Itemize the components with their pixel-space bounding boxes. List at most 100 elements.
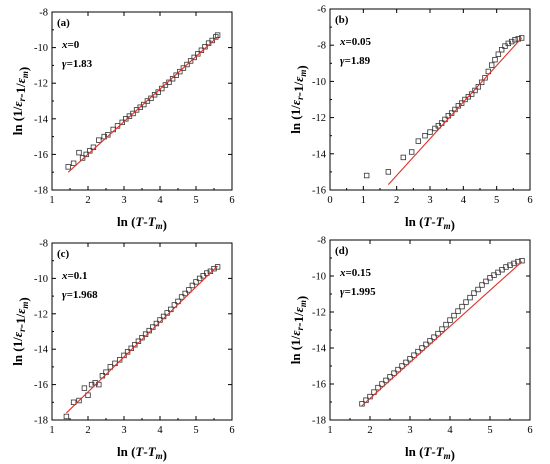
data-point	[505, 40, 512, 47]
y-tick-label: -8	[317, 41, 326, 52]
data-point	[65, 164, 71, 170]
x-tick-label: 1	[49, 425, 54, 436]
y-tick-label: -16	[312, 186, 326, 197]
data-point	[487, 275, 493, 281]
data-point	[465, 94, 472, 100]
data-point	[391, 370, 397, 376]
data-point	[415, 138, 422, 144]
y-tick-label: -10	[312, 77, 326, 88]
x-tick-label: 5	[494, 195, 499, 206]
data-point	[458, 100, 465, 106]
x-tick-label: 4	[447, 425, 453, 436]
data-point	[411, 352, 417, 358]
data-point	[187, 58, 194, 64]
data-point	[443, 321, 449, 328]
data-point	[189, 282, 196, 289]
data-point	[193, 279, 199, 285]
data-point	[88, 381, 95, 388]
data-point	[70, 399, 77, 405]
data-point	[96, 381, 102, 388]
x-tick-label: 4	[157, 425, 163, 436]
data-point	[81, 385, 88, 391]
y-tick-label: -16	[34, 150, 48, 161]
x-tick-label: 4	[157, 195, 163, 206]
data-point	[198, 47, 205, 53]
data-point	[186, 287, 192, 293]
x-tick-label: 1	[49, 195, 54, 206]
x-axis-title: ln (T-Tm)	[117, 214, 167, 232]
data-point	[495, 269, 501, 276]
data-point	[182, 290, 188, 297]
data-point	[479, 282, 485, 288]
data-point	[471, 290, 477, 296]
data-point	[463, 299, 469, 305]
x-tick-label: 5	[487, 425, 492, 436]
data-point	[427, 338, 433, 344]
data-point	[503, 264, 509, 270]
gamma-label: γ=1.89	[340, 55, 371, 67]
x-tick-label: 2	[367, 425, 372, 436]
data-point	[419, 345, 425, 351]
data-point	[178, 294, 185, 300]
y-tick-label: -10	[34, 274, 48, 285]
data-point	[209, 37, 215, 44]
data-point	[79, 155, 86, 161]
data-point	[432, 125, 438, 132]
data-point	[467, 294, 473, 301]
composition-label: x=0.05	[339, 36, 372, 48]
y-tick-label: -14	[312, 344, 327, 355]
data-point	[400, 154, 407, 161]
y-axis-title: ln (1/εr-1/εm)	[288, 296, 309, 365]
data-point	[96, 137, 102, 143]
panel-tag: (d)	[335, 245, 349, 257]
x-tick-label: 6	[229, 195, 234, 206]
x-tick-label: 6	[527, 195, 532, 206]
data-point	[459, 303, 465, 310]
data-point	[451, 312, 457, 319]
y-tick-label: -10	[34, 43, 48, 54]
composition-label: x=0.1	[61, 270, 88, 282]
fit-line	[361, 261, 523, 407]
data-point	[408, 149, 415, 155]
fit-line	[66, 265, 218, 414]
panel-c: 1 2 3 4 5 6 -18 -16 -14 -12 -10 -8 (c) x=0.1 γ=1.968 ln…	[10, 239, 235, 463]
data-point	[130, 110, 136, 117]
data-point	[395, 366, 401, 373]
y-tick-label: -16	[312, 380, 326, 391]
data-point	[379, 381, 385, 387]
gamma-label: γ=1.995	[340, 286, 376, 298]
data-point	[435, 330, 441, 337]
data-point	[184, 61, 190, 68]
data-point	[407, 356, 413, 362]
x-tick-label: 5	[193, 195, 198, 206]
y-tick-label: -14	[34, 345, 49, 356]
y-tick-label: -6	[317, 5, 326, 16]
data-point	[116, 357, 123, 363]
panel-b: 0 1 2 3 4 5 6 -16 -14 -12 -10 -8 -6 (b) x=0.05 γ=1.89 ln…	[288, 5, 533, 233]
data-point	[488, 62, 495, 68]
x-tick-label: 0	[327, 195, 332, 206]
x-tick-label: 6	[527, 425, 532, 436]
data-point	[195, 51, 201, 57]
x-axis-title: ln (T-Tm)	[117, 444, 167, 462]
x-axis-title: ln (T-Tm)	[405, 444, 455, 462]
y-tick-label: -18	[34, 416, 48, 427]
x-tick-label: 3	[121, 195, 126, 206]
data-point	[211, 265, 217, 272]
data-point	[482, 75, 488, 81]
x-tick-label: 3	[407, 425, 412, 436]
data-point	[423, 341, 429, 348]
x-tick-label: 2	[85, 195, 90, 206]
data-point	[475, 84, 482, 90]
x-tick-label: 4	[461, 195, 467, 206]
data-point	[191, 54, 197, 61]
panel-a: 1 2 3 4 5 6 -18 -16 -14 -12 -10 -8 (a) x=0 γ=1.83 ln (T…	[10, 8, 235, 233]
data-point	[63, 413, 70, 420]
data-point	[435, 123, 442, 129]
y-axis-title: ln (1/εr-1/εm)	[10, 67, 31, 136]
y-tick-label: -18	[312, 416, 326, 427]
data-point	[180, 65, 187, 71]
panel-tag: (a)	[57, 17, 70, 29]
data-point	[214, 32, 221, 38]
data-point	[85, 392, 91, 398]
